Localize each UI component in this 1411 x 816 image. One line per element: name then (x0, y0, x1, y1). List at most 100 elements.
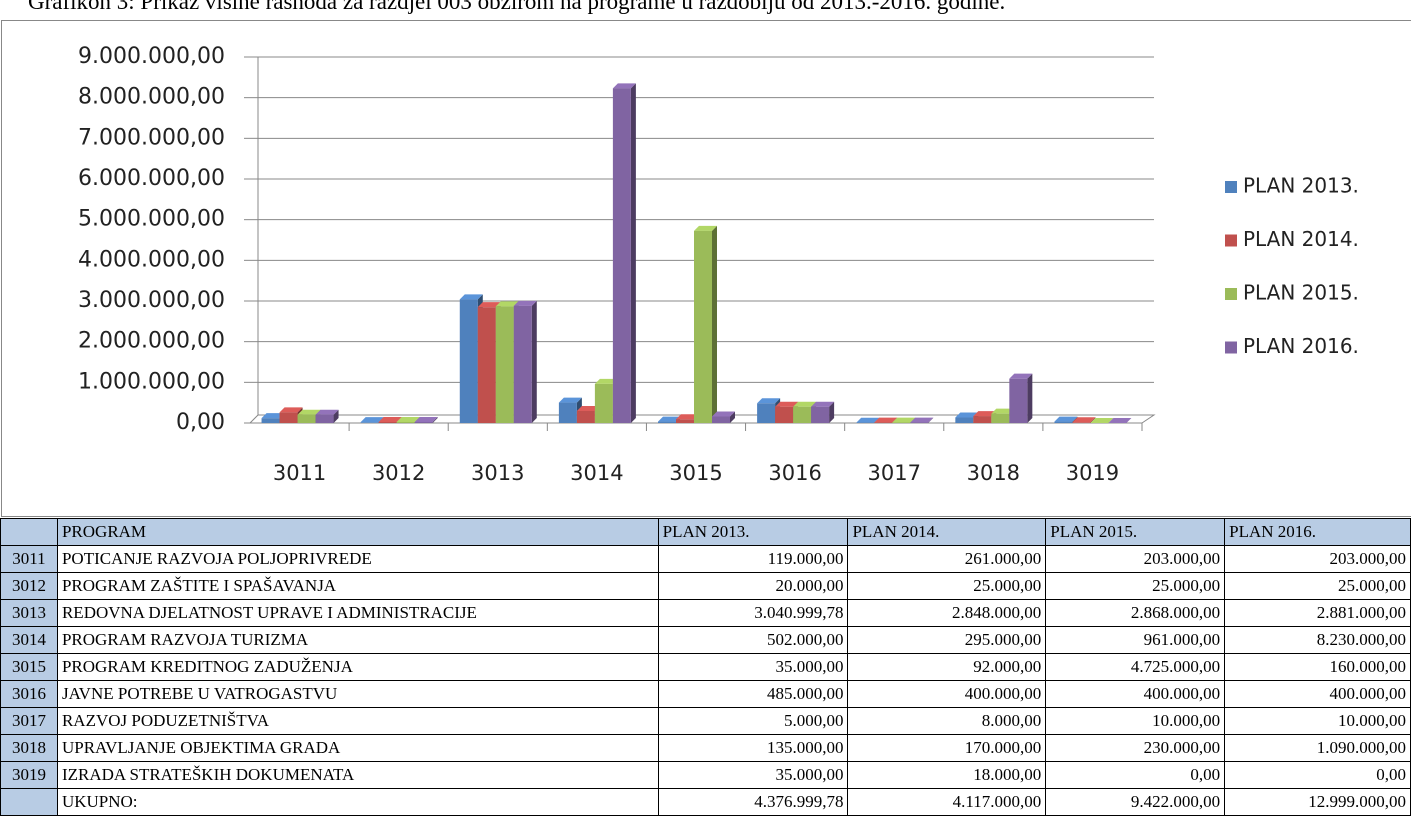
legend-label: PLAN 2013. (1243, 174, 1359, 198)
table-cell: 295.000,00 (848, 627, 1046, 654)
table-cell: 261.000,00 (848, 546, 1046, 573)
bar-front (757, 403, 775, 423)
bar (613, 83, 636, 423)
table-cell: PROGRAM RAZVOJA TURIZMA (57, 627, 658, 654)
table-cell: PROGRAM ZAŠTITE I SPAŠAVANJA (57, 573, 658, 600)
legend-label: PLAN 2015. (1243, 281, 1359, 305)
bar-front (955, 418, 973, 423)
bar (712, 411, 735, 423)
table-cell: 961.000,00 (1046, 627, 1225, 654)
bar-front (1009, 379, 1027, 423)
bar-front (775, 407, 793, 423)
x-tick-label: 3016 (768, 461, 821, 485)
table-cell: 3.040.999,78 (658, 600, 848, 627)
bar-front (613, 88, 631, 423)
legend-label: PLAN 2016. (1243, 334, 1359, 358)
table-cell: 170.000,00 (848, 735, 1046, 762)
bar-front (658, 422, 676, 423)
bar-front (559, 403, 577, 423)
y-tick-label: 5.000.000,00 (78, 207, 225, 232)
table-cell: 25.000,00 (1046, 573, 1225, 600)
bar-front (676, 419, 694, 423)
bar-front (1072, 422, 1090, 423)
table-cell: 135.000,00 (658, 735, 848, 762)
table-cell: 230.000,00 (1046, 735, 1225, 762)
bar-front (793, 407, 811, 423)
bar-front (415, 422, 433, 423)
x-tick-label: 3011 (273, 461, 326, 485)
table-cell (1, 789, 58, 816)
table-cell: 8.230.000,00 (1225, 627, 1411, 654)
x-tick-label: 3014 (570, 461, 623, 485)
table-cell: 3013 (1, 600, 58, 627)
table-cell: PLAN 2014. (848, 519, 1046, 546)
bar (694, 226, 717, 423)
legend-swatch (1225, 181, 1237, 193)
table-cell: 12.999.000,00 (1225, 789, 1411, 816)
x-tick-label: 3012 (372, 461, 425, 485)
chart: 0,001.000.000,002.000.000,003.000.000,00… (0, 0, 1411, 520)
table-cell: 2.848.000,00 (848, 600, 1046, 627)
table-cell: 25.000,00 (1225, 573, 1411, 600)
bar-front (577, 411, 595, 423)
table-cell: 9.422.000,00 (1046, 789, 1225, 816)
bar (1009, 374, 1032, 423)
x-tick-label: 3017 (867, 461, 920, 485)
table-cell: 400.000,00 (848, 681, 1046, 708)
y-tick-label: 8.000.000,00 (78, 85, 225, 110)
table-cell: 160.000,00 (1225, 654, 1411, 681)
y-tick-label: 6.000.000,00 (78, 166, 225, 191)
y-tick-label: 0,00 (176, 410, 225, 435)
bar-front (496, 306, 514, 423)
table-cell: PLAN 2015. (1046, 519, 1225, 546)
table-cell: 3012 (1, 573, 58, 600)
bar (316, 410, 339, 423)
y-tick-label: 3.000.000,00 (78, 288, 225, 313)
x-tick-label: 3019 (1066, 461, 1119, 485)
table-cell: 2.881.000,00 (1225, 600, 1411, 627)
table-cell: PLAN 2016. (1225, 519, 1411, 546)
y-tick-label: 7.000.000,00 (78, 125, 225, 150)
table-cell: 35.000,00 (658, 654, 848, 681)
bar-front (991, 414, 1009, 423)
table-cell: 3017 (1, 708, 58, 735)
table-cell: 119.000,00 (658, 546, 848, 573)
x-tick-label: 3013 (471, 461, 524, 485)
y-tick-label: 4.000.000,00 (78, 247, 225, 272)
bar-front (397, 422, 415, 423)
bar-front (694, 231, 712, 423)
x-tick-label: 3018 (967, 461, 1020, 485)
table-cell: 203.000,00 (1046, 546, 1225, 573)
table-cell: 3019 (1, 762, 58, 789)
table-cell: 485.000,00 (658, 681, 848, 708)
table-cell: UKUPNO: (57, 789, 658, 816)
table-cell (1, 519, 58, 546)
table-cell: 3018 (1, 735, 58, 762)
table-cell: 10.000,00 (1225, 708, 1411, 735)
bar-front (316, 415, 334, 423)
table-cell: IZRADA STRATEŠKIH DOKUMENATA (57, 762, 658, 789)
bar-front (379, 422, 397, 423)
legend-swatch (1225, 235, 1237, 247)
table-cell: 35.000,00 (658, 762, 848, 789)
table-cell: 3015 (1, 654, 58, 681)
table-cell: 92.000,00 (848, 654, 1046, 681)
table-cell: JAVNE POTREBE U VATROGASTVU (57, 681, 658, 708)
bar-front (262, 418, 280, 423)
table-cell: POTICANJE RAZVOJA POLJOPRIVREDE (57, 546, 658, 573)
table-cell: 1.090.000,00 (1225, 735, 1411, 762)
bar-front (361, 422, 379, 423)
bar-front (712, 416, 730, 423)
bar-front (595, 384, 613, 423)
bar-front (973, 416, 991, 423)
y-tick-label: 1.000.000,00 (78, 369, 225, 394)
table-cell: 203.000,00 (1225, 546, 1411, 573)
table-cell: 502.000,00 (658, 627, 848, 654)
legend-label: PLAN 2014. (1243, 227, 1359, 251)
table-cell: RAZVOJ PODUZETNIŠTVA (57, 708, 658, 735)
bar-front (811, 407, 829, 423)
